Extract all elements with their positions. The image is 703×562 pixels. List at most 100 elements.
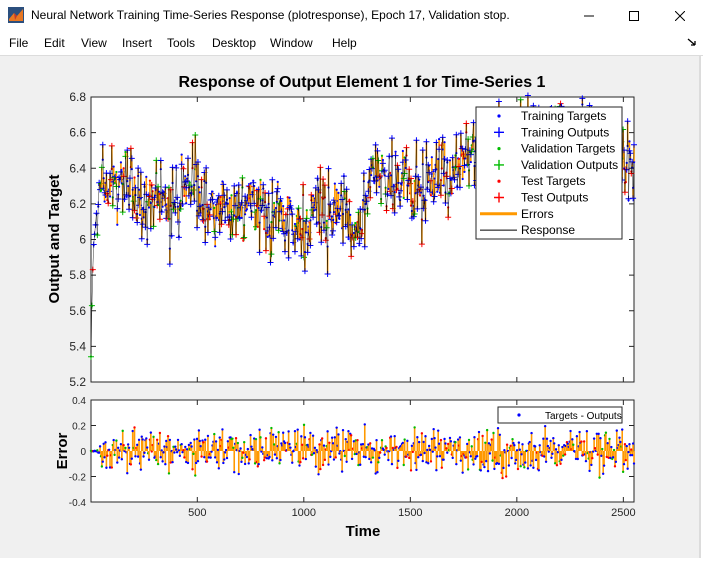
target-point <box>115 170 118 174</box>
error-point <box>369 442 372 445</box>
error-point <box>542 437 545 440</box>
error-point <box>105 466 108 469</box>
error-point <box>529 464 532 467</box>
target-point <box>263 227 266 231</box>
error-point <box>374 472 377 475</box>
error-point <box>376 471 379 474</box>
dock-arrow-icon[interactable] <box>687 37 697 47</box>
menu-help[interactable]: Help <box>332 36 357 50</box>
target-point <box>275 200 278 203</box>
error-point <box>175 450 179 454</box>
error-point <box>626 467 629 470</box>
target-point <box>267 202 270 205</box>
error-point <box>96 449 99 452</box>
error-point <box>446 442 450 446</box>
error-point <box>498 433 502 436</box>
legend-label: Training Outputs <box>521 125 609 139</box>
menu-insert[interactable]: Insert <box>122 36 153 50</box>
error-point <box>454 441 457 444</box>
target-point <box>119 161 123 164</box>
error-point <box>472 463 475 466</box>
target-point <box>389 174 393 177</box>
figure-area: Response of Output Element 1 for Time-Se… <box>0 56 701 558</box>
error-point <box>147 458 151 461</box>
y-tick-label: 6.8 <box>69 90 86 104</box>
menu-tools[interactable]: Tools <box>167 36 196 50</box>
error-point <box>547 450 550 453</box>
error-point <box>490 438 493 441</box>
target-point <box>211 190 214 193</box>
target-point <box>213 206 216 209</box>
target-point <box>195 180 198 183</box>
error-point <box>304 457 308 461</box>
error-point <box>427 444 431 448</box>
target-point <box>380 154 384 157</box>
minimize-button[interactable] <box>566 0 612 31</box>
error-point <box>477 430 481 434</box>
error-point <box>131 429 134 433</box>
error-point <box>503 449 506 452</box>
error-point <box>363 423 366 426</box>
target-point <box>337 191 340 195</box>
error-point <box>311 434 315 437</box>
error-point <box>248 458 251 461</box>
error-point <box>328 441 331 444</box>
response-legend-box <box>475 106 623 240</box>
target-point <box>449 178 452 182</box>
error-point <box>142 455 145 458</box>
target-point <box>441 148 444 151</box>
close-button[interactable] <box>657 0 703 31</box>
menu-view[interactable]: View <box>81 36 107 50</box>
error-point <box>405 455 408 458</box>
target-point <box>401 149 404 153</box>
target-point <box>257 206 260 210</box>
target-point <box>133 176 136 179</box>
error-point <box>434 446 437 449</box>
maximize-button[interactable] <box>611 0 657 31</box>
error-point <box>627 450 630 454</box>
error-legend-box <box>497 406 623 424</box>
target-point <box>118 185 121 188</box>
error-point <box>173 451 176 454</box>
error-point <box>221 428 224 431</box>
window-title: Neural Network Training Time-Series Resp… <box>31 8 510 22</box>
error-point <box>301 457 305 460</box>
target-point <box>270 220 273 224</box>
error-point <box>261 446 264 449</box>
error-point <box>306 443 309 447</box>
error-point <box>430 437 434 441</box>
error-point <box>390 462 394 466</box>
target-point <box>338 217 341 220</box>
error-point <box>612 448 616 452</box>
legend-label: Errors <box>521 207 554 221</box>
menu-file[interactable]: File <box>9 36 29 50</box>
error-point <box>347 430 350 433</box>
target-point <box>293 222 297 226</box>
error-point <box>270 426 273 430</box>
menu-window[interactable]: Window <box>270 36 313 50</box>
error-point <box>523 466 526 469</box>
error-point <box>201 439 204 442</box>
error-point <box>315 449 318 452</box>
error-point <box>231 437 234 440</box>
target-point <box>384 186 387 189</box>
menu-edit[interactable]: Edit <box>44 36 65 50</box>
error-point <box>163 445 166 448</box>
menu-desktop[interactable]: Desktop <box>212 36 257 50</box>
error-point <box>456 438 460 441</box>
error-point <box>320 437 324 440</box>
figure-canvas[interactable]: Response of Output Element 1 for Time-Se… <box>0 56 699 558</box>
target-point <box>464 157 467 160</box>
error-point <box>279 458 282 462</box>
error-point <box>117 456 121 459</box>
error-point <box>273 453 277 456</box>
error-point <box>630 448 633 451</box>
error-point <box>595 432 599 435</box>
y-tick-label: 0 <box>80 447 86 458</box>
target-point <box>230 194 233 197</box>
target-point <box>298 238 301 241</box>
error-point <box>621 428 624 431</box>
target-point <box>184 175 187 178</box>
error-point <box>378 456 381 460</box>
error-point <box>300 435 303 438</box>
